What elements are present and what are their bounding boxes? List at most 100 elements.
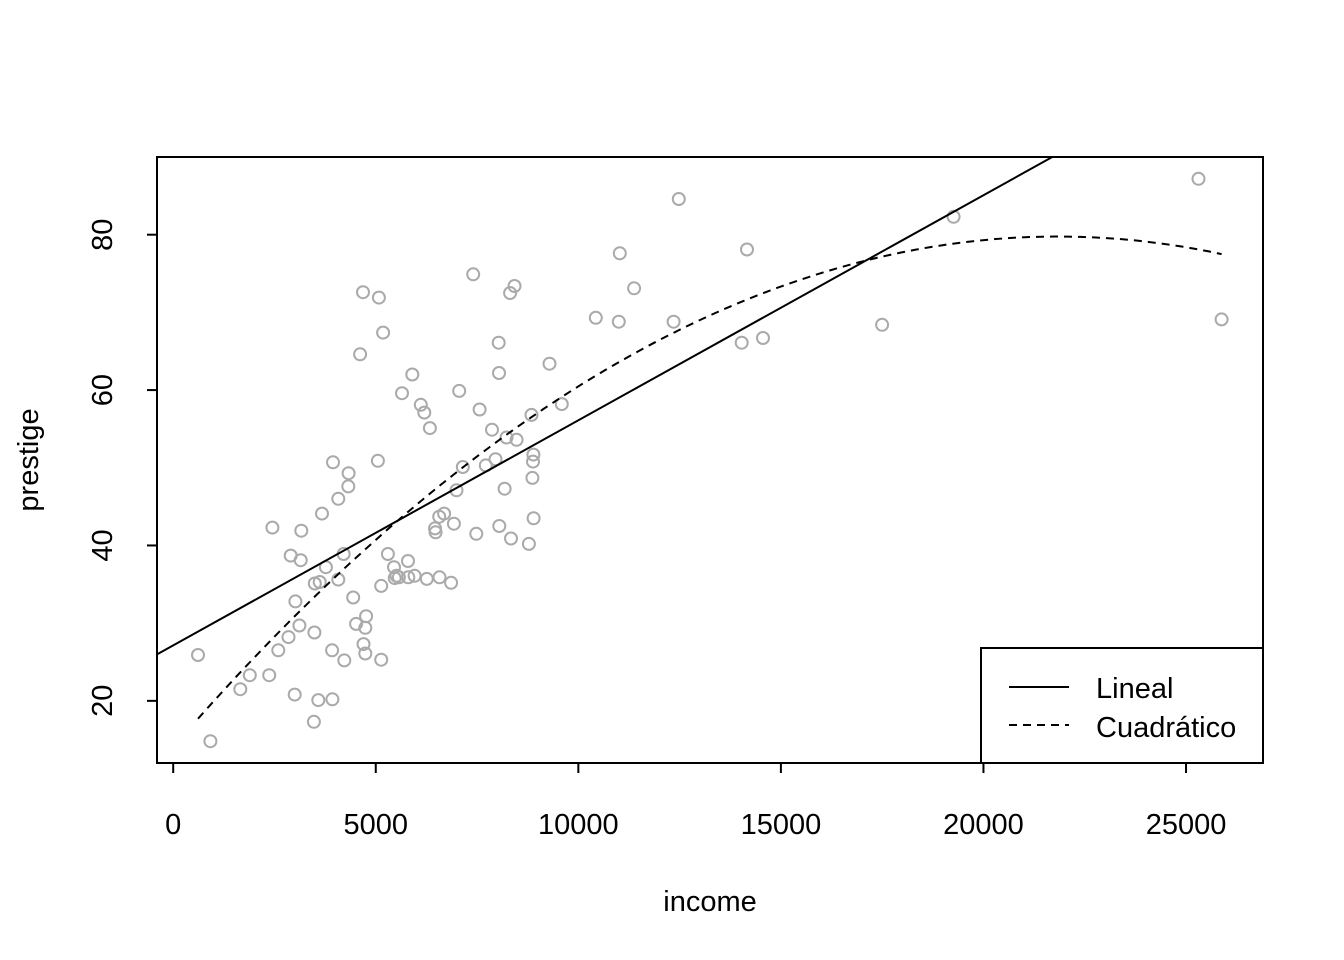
data-point (395, 386, 409, 401)
data-point (242, 668, 257, 683)
data-point (446, 516, 461, 531)
data-point (491, 335, 506, 350)
data-point (294, 523, 309, 538)
data-point (326, 455, 340, 470)
data-point (444, 575, 459, 590)
data-point (756, 331, 770, 345)
quadratic-fit-line (197, 235, 1222, 720)
data-point (524, 407, 539, 422)
data-point (671, 192, 686, 206)
data-point (331, 491, 346, 506)
data-point (371, 290, 386, 305)
data-point (419, 571, 434, 586)
legend: Lineal Cuadrático (980, 647, 1264, 764)
x-tick-label: 0 (165, 809, 181, 841)
data-point (262, 668, 277, 683)
x-tick-label: 15000 (741, 809, 822, 841)
data-point (472, 402, 487, 417)
y-tick-label: 80 (87, 219, 119, 251)
data-point (503, 286, 518, 300)
data-point (203, 734, 218, 749)
y-axis: 20 40 60 80 (87, 219, 158, 717)
x-axis: 0 5000 10000 15000 20000 25000 (165, 762, 1227, 841)
data-point (612, 246, 627, 261)
data-point (611, 314, 626, 329)
data-point (492, 366, 506, 380)
data-point (346, 590, 361, 605)
data-point (380, 547, 395, 561)
data-point (315, 506, 329, 521)
data-point (521, 536, 536, 551)
data-point (466, 267, 481, 282)
data-point (325, 692, 340, 707)
data-point (437, 506, 452, 521)
data-point (405, 367, 420, 382)
data-point (191, 648, 205, 662)
data-point (359, 609, 374, 624)
data-point (287, 687, 302, 702)
data-point (497, 481, 512, 496)
data-point (281, 630, 296, 645)
data-point (504, 531, 518, 546)
data-point (1191, 171, 1206, 186)
data-point (455, 460, 470, 474)
data-point (325, 643, 340, 658)
x-tick-label: 10000 (538, 809, 619, 841)
data-point (526, 454, 540, 469)
data-point (526, 447, 541, 462)
data-point (428, 525, 443, 540)
data-point (1214, 312, 1229, 327)
points-layer (191, 171, 1229, 749)
data-point (666, 314, 681, 329)
data-point (507, 279, 522, 293)
y-tick-label: 60 (87, 374, 119, 406)
data-point (288, 594, 303, 609)
data-point (485, 422, 499, 437)
data-point (492, 519, 507, 533)
data-point (307, 625, 322, 640)
data-point (374, 652, 389, 667)
data-point (509, 432, 524, 447)
legend-label-lineal: Lineal (1096, 673, 1173, 705)
data-point (422, 421, 437, 436)
data-point (734, 335, 749, 350)
lines-layer (157, 157, 1222, 720)
data-point (376, 325, 391, 340)
x-tick-label: 25000 (1146, 809, 1227, 841)
data-point (542, 356, 557, 371)
y-tick-label: 20 (87, 685, 119, 717)
legend-label-cuadratico: Cuadrático (1096, 712, 1236, 744)
linear-fit-line (157, 157, 1055, 656)
legend-box (980, 647, 1264, 764)
data-point (312, 575, 327, 589)
data-point (401, 554, 415, 568)
x-tick-label: 20000 (943, 809, 1024, 841)
data-point (233, 682, 248, 697)
data-point (391, 570, 406, 585)
data-point (356, 285, 370, 300)
y-tick-label: 40 (87, 529, 119, 561)
data-point (417, 405, 432, 420)
data-point (432, 570, 447, 585)
data-point (337, 653, 352, 668)
data-point (627, 281, 642, 296)
x-tick-label: 5000 (344, 809, 409, 841)
data-point (374, 578, 389, 593)
data-point (311, 693, 326, 708)
data-point (306, 714, 321, 729)
data-point (341, 479, 356, 494)
data-point (526, 511, 541, 526)
data-point (875, 317, 890, 332)
data-point (452, 383, 467, 398)
x-axis-title: income (663, 886, 757, 918)
data-point (293, 553, 308, 568)
data-point (370, 453, 385, 468)
data-point (353, 347, 368, 362)
data-point (740, 242, 754, 257)
data-point (292, 618, 307, 633)
data-point (554, 397, 569, 412)
data-point (271, 643, 286, 658)
data-point (525, 470, 540, 485)
data-point (499, 430, 514, 445)
